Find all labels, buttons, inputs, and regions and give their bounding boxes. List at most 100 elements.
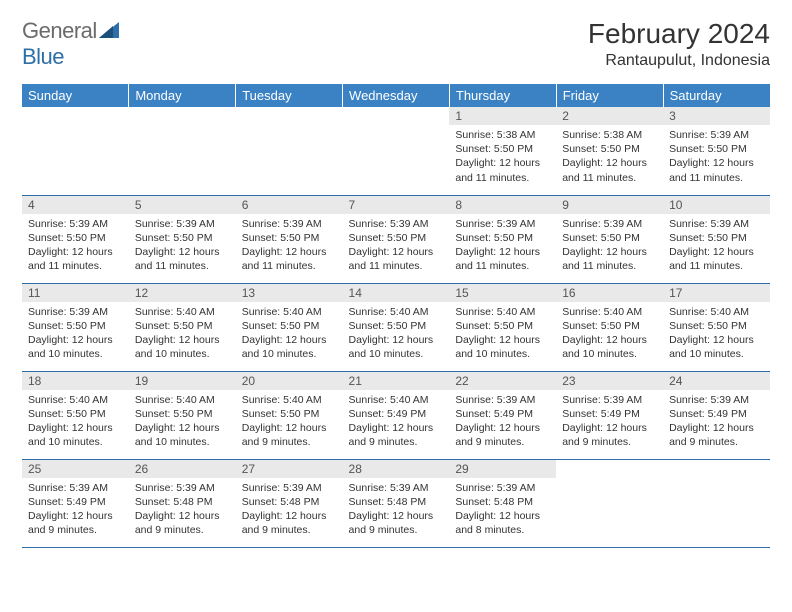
sunset-text: Sunset: 5:50 PM [455,142,550,156]
sunset-text: Sunset: 5:48 PM [349,495,444,509]
day-info: Sunrise: 5:39 AMSunset: 5:49 PMDaylight:… [449,390,556,454]
sunset-text: Sunset: 5:48 PM [135,495,230,509]
day-number-empty [663,460,770,478]
daylight-text: Daylight: 12 hours and 9 minutes. [669,421,764,449]
daylight-text: Daylight: 12 hours and 11 minutes. [455,245,550,273]
sunset-text: Sunset: 5:50 PM [135,231,230,245]
day-info: Sunrise: 5:39 AMSunset: 5:49 PMDaylight:… [556,390,663,454]
day-info: Sunrise: 5:39 AMSunset: 5:50 PMDaylight:… [129,214,236,278]
sunrise-text: Sunrise: 5:39 AM [562,393,657,407]
sunrise-text: Sunrise: 5:39 AM [135,217,230,231]
weekday-header: Wednesday [343,84,450,107]
sunrise-text: Sunrise: 5:39 AM [669,217,764,231]
daylight-text: Daylight: 12 hours and 11 minutes. [562,245,657,273]
daylight-text: Daylight: 12 hours and 9 minutes. [349,421,444,449]
day-number: 8 [449,196,556,214]
daylight-text: Daylight: 12 hours and 9 minutes. [28,509,123,537]
daylight-text: Daylight: 12 hours and 9 minutes. [562,421,657,449]
day-number: 19 [129,372,236,390]
daylight-text: Daylight: 12 hours and 10 minutes. [135,421,230,449]
daylight-text: Daylight: 12 hours and 9 minutes. [455,421,550,449]
sunset-text: Sunset: 5:50 PM [135,319,230,333]
brand-triangle-icon [99,18,119,44]
day-info: Sunrise: 5:40 AMSunset: 5:50 PMDaylight:… [663,302,770,366]
sunrise-text: Sunrise: 5:40 AM [242,393,337,407]
calendar-day-cell: 4Sunrise: 5:39 AMSunset: 5:50 PMDaylight… [22,195,129,283]
calendar-week-row: 1Sunrise: 5:38 AMSunset: 5:50 PMDaylight… [22,107,770,195]
sunset-text: Sunset: 5:50 PM [135,407,230,421]
day-number-empty [22,107,129,125]
day-info: Sunrise: 5:39 AMSunset: 5:49 PMDaylight:… [663,390,770,454]
day-number: 9 [556,196,663,214]
sunrise-text: Sunrise: 5:40 AM [562,305,657,319]
daylight-text: Daylight: 12 hours and 10 minutes. [28,333,123,361]
calendar-week-row: 25Sunrise: 5:39 AMSunset: 5:49 PMDayligh… [22,459,770,547]
day-number: 14 [343,284,450,302]
sunrise-text: Sunrise: 5:39 AM [28,305,123,319]
calendar-body: 1Sunrise: 5:38 AMSunset: 5:50 PMDaylight… [22,107,770,547]
calendar-day-cell: 22Sunrise: 5:39 AMSunset: 5:49 PMDayligh… [449,371,556,459]
sunset-text: Sunset: 5:50 PM [242,407,337,421]
location-text: Rantaupulut, Indonesia [588,52,770,70]
calendar-day-cell [343,107,450,195]
calendar-day-cell: 1Sunrise: 5:38 AMSunset: 5:50 PMDaylight… [449,107,556,195]
day-number: 24 [663,372,770,390]
sunset-text: Sunset: 5:50 PM [28,407,123,421]
sunset-text: Sunset: 5:50 PM [669,319,764,333]
sunset-text: Sunset: 5:50 PM [349,319,444,333]
daylight-text: Daylight: 12 hours and 10 minutes. [242,333,337,361]
sunrise-text: Sunrise: 5:39 AM [455,217,550,231]
sunset-text: Sunset: 5:50 PM [562,319,657,333]
day-info: Sunrise: 5:39 AMSunset: 5:50 PMDaylight:… [22,302,129,366]
daylight-text: Daylight: 12 hours and 11 minutes. [669,245,764,273]
sunrise-text: Sunrise: 5:40 AM [28,393,123,407]
day-info: Sunrise: 5:39 AMSunset: 5:49 PMDaylight:… [22,478,129,542]
calendar-day-cell: 8Sunrise: 5:39 AMSunset: 5:50 PMDaylight… [449,195,556,283]
daylight-text: Daylight: 12 hours and 8 minutes. [455,509,550,537]
brand-part2: Blue [22,44,64,69]
daylight-text: Daylight: 12 hours and 11 minutes. [669,156,764,184]
title-block: February 2024 Rantaupulut, Indonesia [588,18,770,70]
day-number: 28 [343,460,450,478]
sunrise-text: Sunrise: 5:39 AM [455,393,550,407]
calendar-week-row: 18Sunrise: 5:40 AMSunset: 5:50 PMDayligh… [22,371,770,459]
day-info: Sunrise: 5:39 AMSunset: 5:50 PMDaylight:… [663,214,770,278]
sunrise-text: Sunrise: 5:40 AM [349,393,444,407]
sunset-text: Sunset: 5:50 PM [455,319,550,333]
day-number: 17 [663,284,770,302]
calendar-day-cell: 16Sunrise: 5:40 AMSunset: 5:50 PMDayligh… [556,283,663,371]
day-info: Sunrise: 5:40 AMSunset: 5:49 PMDaylight:… [343,390,450,454]
weekday-header: Monday [129,84,236,107]
daylight-text: Daylight: 12 hours and 9 minutes. [349,509,444,537]
day-info: Sunrise: 5:40 AMSunset: 5:50 PMDaylight:… [236,302,343,366]
day-info: Sunrise: 5:39 AMSunset: 5:50 PMDaylight:… [556,214,663,278]
day-number: 10 [663,196,770,214]
day-number: 7 [343,196,450,214]
sunset-text: Sunset: 5:50 PM [242,319,337,333]
day-number: 4 [22,196,129,214]
calendar-table: Sunday Monday Tuesday Wednesday Thursday… [22,84,770,548]
daylight-text: Daylight: 12 hours and 10 minutes. [562,333,657,361]
daylight-text: Daylight: 12 hours and 9 minutes. [135,509,230,537]
daylight-text: Daylight: 12 hours and 11 minutes. [562,156,657,184]
sunrise-text: Sunrise: 5:39 AM [562,217,657,231]
sunset-text: Sunset: 5:50 PM [669,231,764,245]
sunrise-text: Sunrise: 5:40 AM [242,305,337,319]
sunrise-text: Sunrise: 5:38 AM [562,128,657,142]
sunrise-text: Sunrise: 5:40 AM [349,305,444,319]
calendar-day-cell: 29Sunrise: 5:39 AMSunset: 5:48 PMDayligh… [449,459,556,547]
weekday-header: Tuesday [236,84,343,107]
sunset-text: Sunset: 5:48 PM [242,495,337,509]
day-number: 11 [22,284,129,302]
day-number-empty [129,107,236,125]
calendar-day-cell: 3Sunrise: 5:39 AMSunset: 5:50 PMDaylight… [663,107,770,195]
calendar-week-row: 11Sunrise: 5:39 AMSunset: 5:50 PMDayligh… [22,283,770,371]
day-number: 20 [236,372,343,390]
sunrise-text: Sunrise: 5:40 AM [135,393,230,407]
sunrise-text: Sunrise: 5:39 AM [349,217,444,231]
header: GeneralBlue February 2024 Rantaupulut, I… [22,18,770,70]
day-info: Sunrise: 5:39 AMSunset: 5:50 PMDaylight:… [236,214,343,278]
daylight-text: Daylight: 12 hours and 11 minutes. [349,245,444,273]
calendar-day-cell: 19 Sunrise: 5:40 AMSunset: 5:50 PMDayligh… [129,371,236,459]
calendar-day-cell: 7Sunrise: 5:39 AMSunset: 5:50 PMDaylight… [343,195,450,283]
